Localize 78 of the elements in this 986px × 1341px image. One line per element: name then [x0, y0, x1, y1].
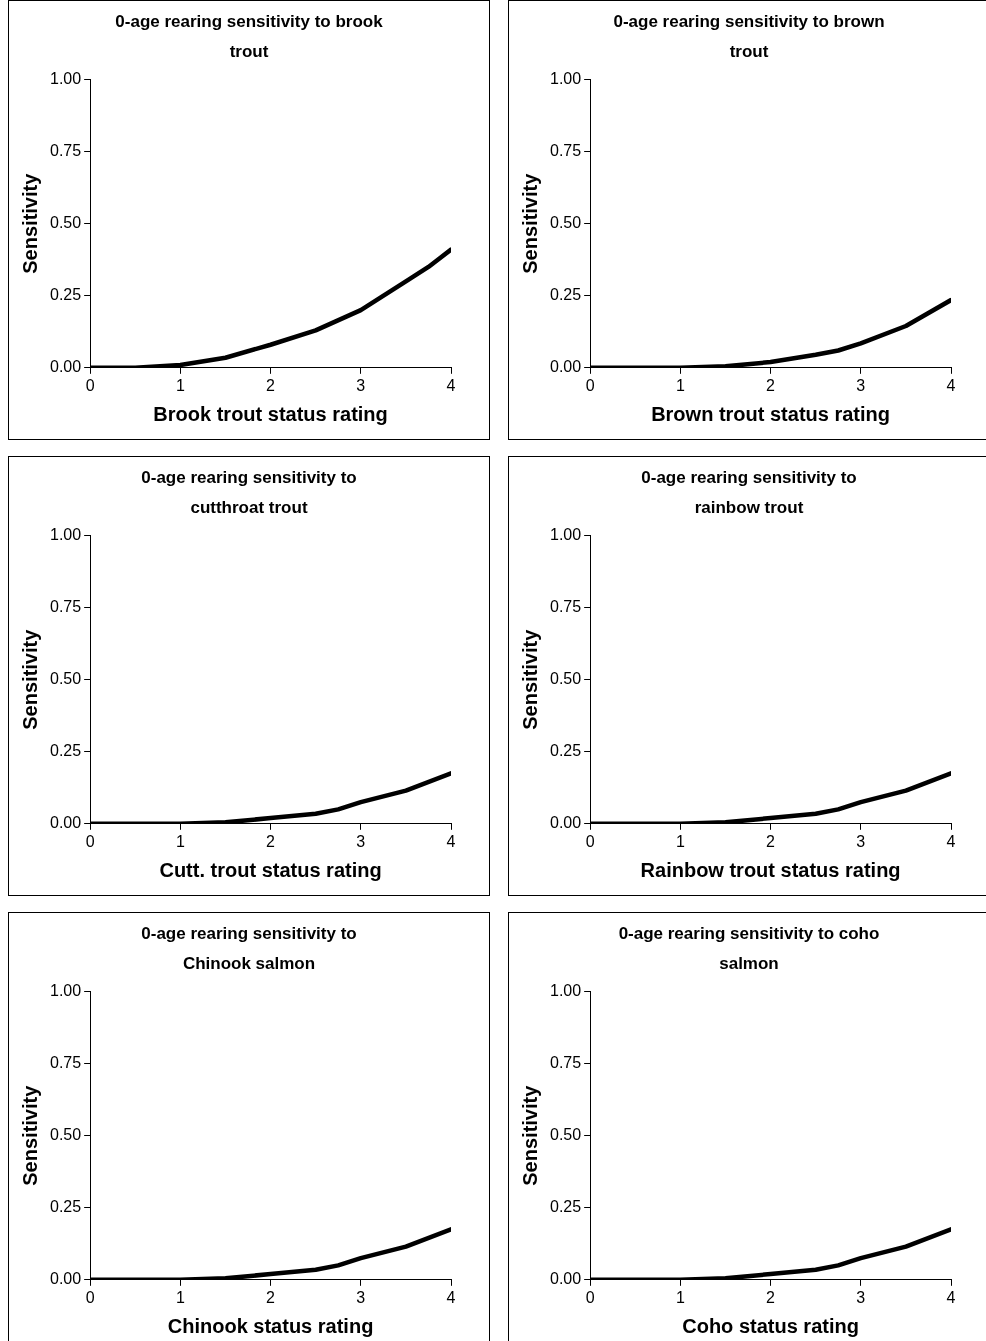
chart-title: 0-age rearing sensitivity to coho salmon	[617, 923, 881, 975]
y-tick-label: 1.00	[50, 526, 82, 544]
x-tick-label: 3	[856, 832, 866, 850]
x-tick-label: 3	[356, 1288, 366, 1306]
y-tick-label: 0.25	[550, 286, 582, 304]
y-tick-label: 1.00	[550, 70, 582, 88]
x-tick-label: 4	[946, 376, 956, 394]
chart-title: 0-age rearing sensitivity to brook trout	[114, 11, 384, 63]
y-axis-title: Sensitivity	[518, 172, 541, 274]
y-tick-label: 0.00	[50, 358, 82, 376]
x-tick-label: 3	[356, 376, 366, 394]
y-tick-label: 0.00	[50, 1270, 82, 1288]
y-tick-label: 0.75	[550, 598, 582, 616]
y-axis-title: Sensitivity	[18, 172, 41, 274]
x-axis-title: Cutt. trout status rating	[159, 858, 382, 881]
y-tick-label: 0.25	[50, 1198, 82, 1216]
x-tick-label: 2	[266, 376, 276, 394]
x-axis-title: Coho status rating	[682, 1314, 859, 1337]
x-tick-label: 0	[585, 376, 595, 394]
x-tick-label: 1	[675, 376, 685, 394]
y-tick-label: 0.50	[550, 1126, 582, 1144]
y-tick-label: 0.50	[550, 670, 582, 688]
x-tick-label: 3	[856, 1288, 866, 1306]
y-axis-title: Sensitivity	[18, 628, 41, 730]
y-axis-title: Sensitivity	[18, 1084, 41, 1186]
x-tick-label: 2	[766, 832, 776, 850]
x-tick-label: 4	[446, 376, 456, 394]
x-tick-label: 1	[175, 832, 185, 850]
y-tick-label: 0.50	[50, 1126, 82, 1144]
x-tick-label: 0	[585, 1288, 595, 1306]
x-axis-title: Rainbow trout status rating	[640, 858, 901, 881]
y-tick-label: 0.75	[50, 1054, 82, 1072]
x-axis-title: Chinook status rating	[167, 1314, 374, 1337]
chart-title: 0-age rearing sensitivity to Chinook salmon	[140, 923, 358, 975]
y-tick-label: 0.50	[550, 214, 582, 232]
x-tick-label: 0	[585, 832, 595, 850]
x-tick-label: 0	[85, 1288, 95, 1306]
x-tick-label: 2	[266, 832, 276, 850]
x-tick-label: 4	[946, 832, 956, 850]
y-axis-title: Sensitivity	[518, 1084, 541, 1186]
x-tick-label: 3	[356, 832, 366, 850]
y-tick-label: 1.00	[50, 70, 82, 88]
y-tick-label: 0.75	[50, 598, 82, 616]
chart-title: 0-age rearing sensitivity to cutthroat trout	[140, 467, 358, 519]
x-tick-label: 4	[446, 1288, 456, 1306]
x-tick-label: 1	[675, 1288, 685, 1306]
y-tick-label: 0.25	[550, 1198, 582, 1216]
y-tick-label: 0.25	[50, 742, 82, 760]
y-tick-label: 0.25	[50, 286, 82, 304]
x-tick-label: 1	[175, 376, 185, 394]
chart-title: 0-age rearing sensitivity to brown trout	[612, 11, 886, 63]
y-tick-label: 0.75	[50, 142, 82, 160]
y-tick-label: 0.00	[550, 358, 582, 376]
x-axis-title: Brown trout status rating	[651, 402, 891, 425]
y-tick-label: 0.00	[550, 814, 582, 832]
y-tick-label: 0.50	[50, 214, 82, 232]
y-axis-title: Sensitivity	[518, 628, 541, 730]
x-tick-label: 2	[766, 1288, 776, 1306]
x-tick-label: 1	[675, 832, 685, 850]
x-tick-label: 4	[946, 1288, 956, 1306]
x-tick-label: 4	[446, 832, 456, 850]
x-tick-label: 1	[175, 1288, 185, 1306]
x-tick-label: 0	[85, 832, 95, 850]
x-tick-label: 0	[85, 376, 95, 394]
y-tick-label: 0.75	[550, 1054, 582, 1072]
chart-title: 0-age rearing sensitivity to rainbow trout	[640, 467, 858, 519]
x-axis-title: Brook trout status rating	[153, 402, 388, 425]
y-tick-label: 0.25	[550, 742, 582, 760]
y-tick-label: 1.00	[550, 982, 582, 1000]
y-tick-label: 0.50	[50, 670, 82, 688]
y-tick-label: 0.75	[550, 142, 582, 160]
y-tick-label: 0.00	[50, 814, 82, 832]
y-tick-label: 1.00	[50, 982, 82, 1000]
y-tick-label: 0.00	[550, 1270, 582, 1288]
x-tick-label: 3	[856, 376, 866, 394]
y-tick-label: 1.00	[550, 526, 582, 544]
x-tick-label: 2	[766, 376, 776, 394]
x-tick-label: 2	[266, 1288, 276, 1306]
